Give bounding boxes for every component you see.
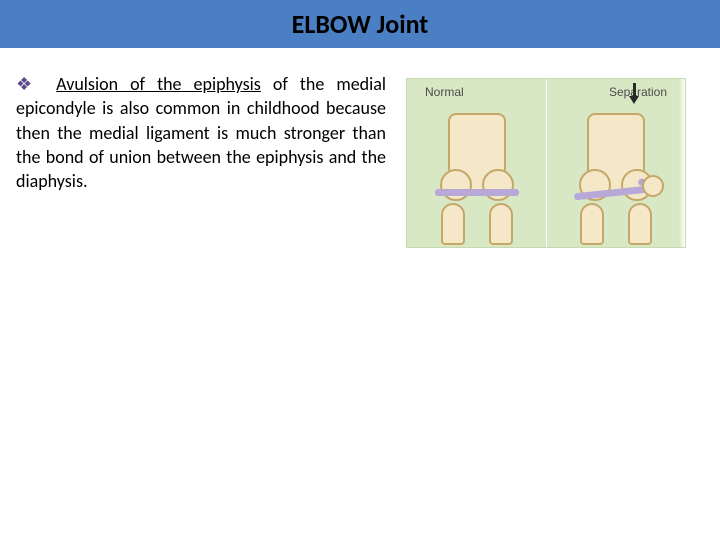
anatomy-figure: Normal Separation	[406, 78, 686, 248]
panel-normal: Normal	[407, 79, 546, 247]
humerus-normal	[448, 113, 506, 195]
panel-divider	[546, 79, 547, 247]
lead-phrase: Avulsion of the epiphysis	[56, 73, 261, 95]
bullet-diamond-icon: ❖	[16, 73, 40, 95]
content-area: ❖ Avulsion of the epiphysis of the media…	[0, 48, 720, 248]
panel-label-normal: Normal	[425, 85, 464, 99]
radius-r	[628, 203, 652, 245]
panel-separation: Separation	[546, 79, 685, 247]
humerus-separated	[587, 113, 645, 195]
ulna	[441, 203, 465, 245]
forearm-separated	[580, 203, 652, 245]
figure-column: Normal Separation	[406, 72, 704, 248]
body-text: ❖ Avulsion of the epiphysis of the media…	[16, 72, 386, 248]
radius	[489, 203, 513, 245]
ulna-r	[580, 203, 604, 245]
fade-edge	[679, 79, 685, 247]
avulsed-epicondyle	[642, 175, 664, 197]
forearm-normal	[441, 203, 513, 245]
growth-plate-normal	[435, 189, 519, 196]
page-title: ELBOW Joint	[292, 8, 429, 40]
title-bar: ELBOW Joint	[0, 0, 720, 48]
